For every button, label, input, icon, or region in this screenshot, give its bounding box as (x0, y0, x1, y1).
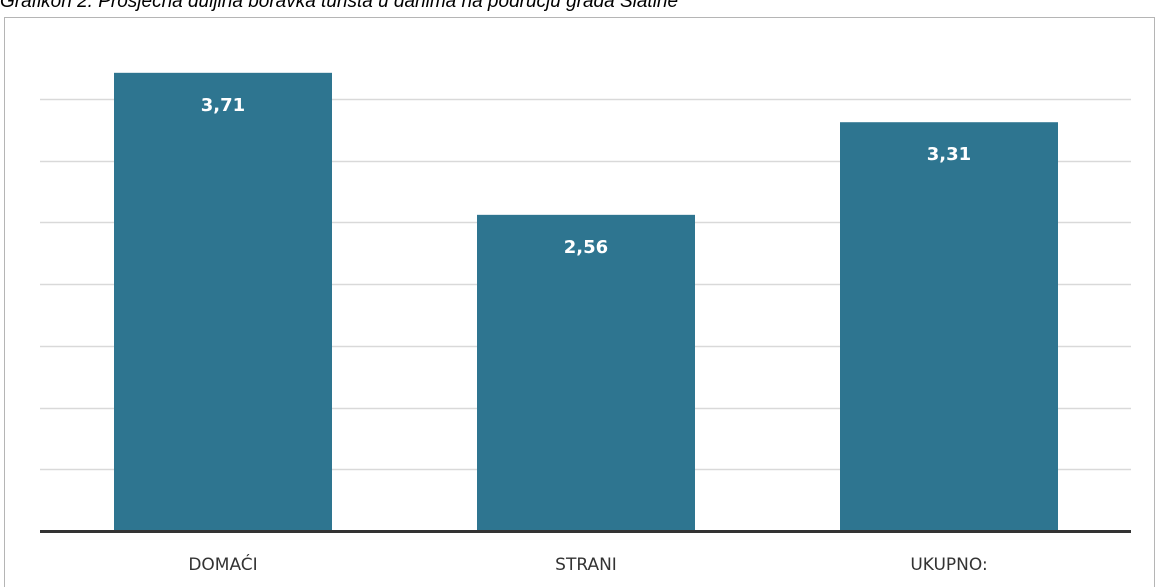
bars (114, 72, 1058, 531)
bar-3 (840, 122, 1058, 531)
bar-value-labels: 3,71 2,56 3,31 (201, 95, 971, 258)
bar-2 (477, 214, 695, 531)
category-label: UKUPNO: (910, 555, 987, 575)
bar-1 (114, 72, 332, 531)
category-labels: DOMAĆI STRANI UKUPNO: (188, 553, 987, 575)
category-label: STRANI (555, 555, 617, 575)
category-label: DOMAĆI (188, 553, 257, 575)
bar-value-label: 3,31 (927, 144, 971, 165)
bar-value-label: 2,56 (564, 237, 608, 258)
chart-title: Grafikon 2. Prosječna duljina boravka tu… (0, 0, 679, 12)
bar-value-label: 3,71 (201, 95, 245, 116)
